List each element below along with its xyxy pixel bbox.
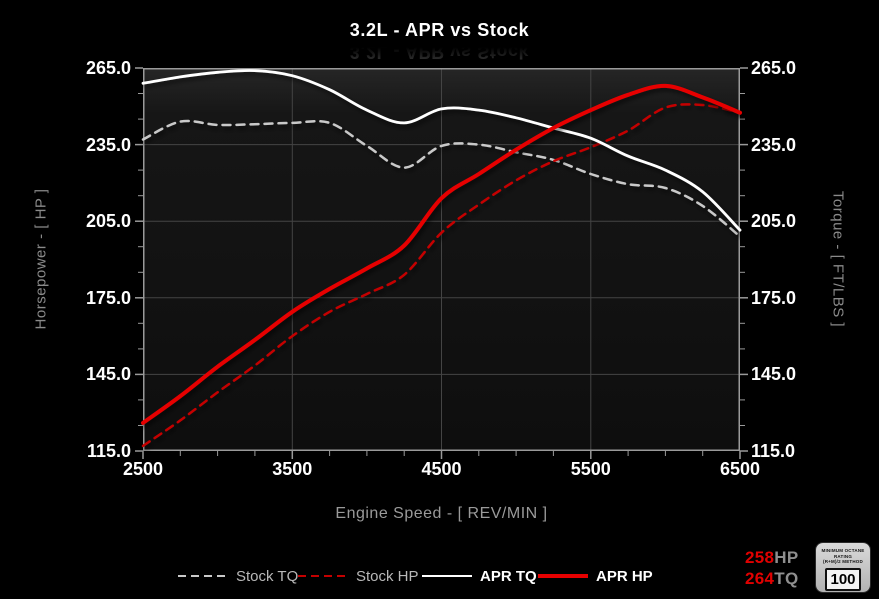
x-tick-label: 4500 xyxy=(421,459,462,479)
y-tick-label-left: 145.0 xyxy=(85,364,131,385)
chart-title-reflection: 3.2L - APR vs Stock xyxy=(349,42,530,62)
legend-item-apr-tq: APR TQ xyxy=(422,567,537,585)
y-tick-label-right: 175.0 xyxy=(751,287,797,308)
result-tq: 264TQ xyxy=(745,568,798,589)
octane-badge: MINIMUM OCTANE RATING (R+M)/2 METHOD 100 xyxy=(816,543,870,592)
result-tq-unit: TQ xyxy=(774,569,799,588)
legend-line-sample xyxy=(178,574,228,578)
y-tick-label-left: 265.0 xyxy=(85,58,131,78)
y-axis-label-left: Horsepower - [ HP ] xyxy=(32,188,50,330)
y-tick-label-left: 205.0 xyxy=(85,211,131,232)
x-tick-label: 6500 xyxy=(719,459,761,479)
octane-badge-line2: (R+M)/2 METHOD xyxy=(823,559,863,564)
y-tick-label-left: 235.0 xyxy=(85,134,131,155)
y-tick-label-right: 145.0 xyxy=(751,364,797,385)
legend-line-sample xyxy=(298,574,348,578)
legend-label: Stock TQ xyxy=(236,567,299,585)
y-tick-label-right: 265.0 xyxy=(751,58,797,78)
legend-line-sample xyxy=(422,574,472,578)
x-tick-label: 2500 xyxy=(122,459,164,479)
legend-label: APR TQ xyxy=(480,567,537,585)
legend-label: Stock HP xyxy=(356,567,419,585)
x-axis-label: Engine Speed - [ REV/MIN ] xyxy=(335,505,548,522)
result-hp-value: 258 xyxy=(745,548,775,567)
plot-area xyxy=(135,67,748,459)
legend-line-sample xyxy=(538,574,588,578)
curve-apr-tq xyxy=(141,69,742,232)
octane-badge-line1: MINIMUM OCTANE RATING xyxy=(821,548,865,559)
y-tick-label-right: 235.0 xyxy=(751,134,797,155)
legend-item-stock-tq: Stock TQ xyxy=(178,567,298,585)
results-summary: 258HP 264TQ xyxy=(745,547,798,589)
curve-stock-hp xyxy=(141,103,742,448)
y-tick-label-left: 115.0 xyxy=(86,441,131,461)
legend-item-stock-hp: Stock HP xyxy=(298,567,419,585)
y-tick-label-left: 175.0 xyxy=(85,287,131,308)
curve-stock-tq xyxy=(141,119,742,238)
curve-apr-hp xyxy=(141,83,742,425)
result-tq-value: 264 xyxy=(745,569,775,588)
octane-badge-value: 100 xyxy=(825,567,861,591)
x-tick-label: 3500 xyxy=(272,459,313,479)
result-hp-unit: HP xyxy=(774,548,799,567)
result-hp: 258HP xyxy=(745,547,798,568)
y-tick-label-right: 115.0 xyxy=(751,441,796,461)
legend-label: APR HP xyxy=(596,567,653,585)
chart-title: 3.2L - APR vs Stock xyxy=(349,20,530,40)
legend-item-apr-hp: APR HP xyxy=(538,567,653,585)
y-tick-label-right: 205.0 xyxy=(751,211,797,232)
x-tick-label: 5500 xyxy=(570,459,611,479)
